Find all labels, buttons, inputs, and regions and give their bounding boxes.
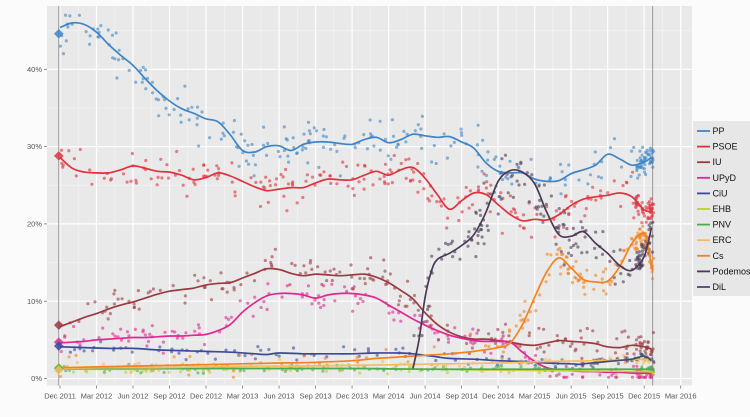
x-tick-label: Sep 2012	[153, 392, 185, 401]
poll-scatter	[58, 13, 656, 379]
x-tick-label: Dec 2013	[336, 392, 368, 401]
y-tick-label: 20%	[27, 220, 42, 229]
x-tick-label: Dec 2014	[482, 392, 514, 401]
scatter-iu	[63, 247, 656, 365]
legend-label: EHB	[713, 204, 732, 214]
legend-label: IU	[713, 157, 722, 167]
trend-line-pp	[59, 21, 652, 183]
x-tick-label: Jun 2014	[410, 392, 441, 401]
legend-item-dil: DiL	[697, 282, 726, 292]
y-tick-label: 30%	[27, 142, 42, 151]
legend-item-pnv: PNV	[697, 220, 731, 230]
legend-label: CiU	[713, 188, 728, 198]
axes: 0% 10% 20% 30% 40% Dec 2011 Mar 2012 Jun 2012 Se…	[27, 65, 697, 401]
legend-item-upyd: UPyD	[697, 173, 737, 183]
legend-item-erc: ERC	[697, 235, 732, 245]
legend-label: Podemos	[713, 266, 750, 276]
trend-line-cs	[59, 232, 653, 369]
x-tick-label: Jun 2013	[264, 392, 295, 401]
legend-label: DiL	[713, 282, 727, 292]
legend-item-pp: PP	[697, 126, 725, 136]
y-tick-label: 40%	[27, 65, 42, 74]
trend-lines	[59, 21, 654, 375]
trend-line-pnv	[60, 367, 654, 371]
y-tick-label: 0%	[31, 374, 42, 383]
x-tick-label: Dec 2015	[628, 392, 660, 401]
x-tick-label: Sep 2015	[592, 392, 624, 401]
x-tick-label: Mar 2014	[373, 392, 405, 401]
x-tick-label: Jun 2012	[118, 392, 149, 401]
legend-label: PNV	[713, 220, 732, 230]
trend-line-iu	[59, 267, 652, 350]
y-tick-label: 10%	[27, 297, 42, 306]
x-tick-label: Mar 2012	[81, 392, 113, 401]
legend-label: PSOE	[713, 142, 738, 152]
legend-item-ciu: CiU	[697, 188, 728, 198]
result-diamond-pp	[53, 28, 64, 39]
plot-area	[47, 6, 692, 386]
trend-line-dil	[583, 355, 653, 365]
x-tick-label: Jun 2015	[556, 392, 587, 401]
legend-item-psoe: PSOE	[697, 142, 738, 152]
legend-label: UPyD	[713, 173, 737, 183]
gridlines	[47, 6, 692, 386]
trend-line-psoe	[59, 156, 652, 222]
legend-label: PP	[713, 126, 725, 136]
result-diamond-erc	[53, 365, 64, 375]
trend-line-ciu	[59, 345, 584, 366]
legend-item-ehb: EHB	[697, 204, 731, 214]
trend-line-podemos	[412, 168, 653, 369]
legend-label: Cs	[713, 251, 724, 261]
x-tick-label: Mar 2015	[519, 392, 551, 401]
x-tick-label: Mar 2016	[665, 392, 697, 401]
legend-item-iu: IU	[697, 157, 722, 167]
legend: PP PSOE IU UPyD CiU EHB PNV ERC Cs Podemos DiL	[693, 121, 750, 296]
x-tick-label: Sep 2014	[446, 392, 478, 401]
legend-item-cs: Cs	[697, 251, 724, 261]
x-tick-label: Mar 2013	[227, 392, 259, 401]
legend-item-podemos: Podemos	[697, 266, 750, 276]
legend-label: ERC	[713, 235, 733, 245]
x-tick-label: Dec 2012	[190, 392, 222, 401]
x-tick-label: Dec 2011	[44, 392, 76, 401]
x-tick-label: Sep 2013	[300, 392, 332, 401]
